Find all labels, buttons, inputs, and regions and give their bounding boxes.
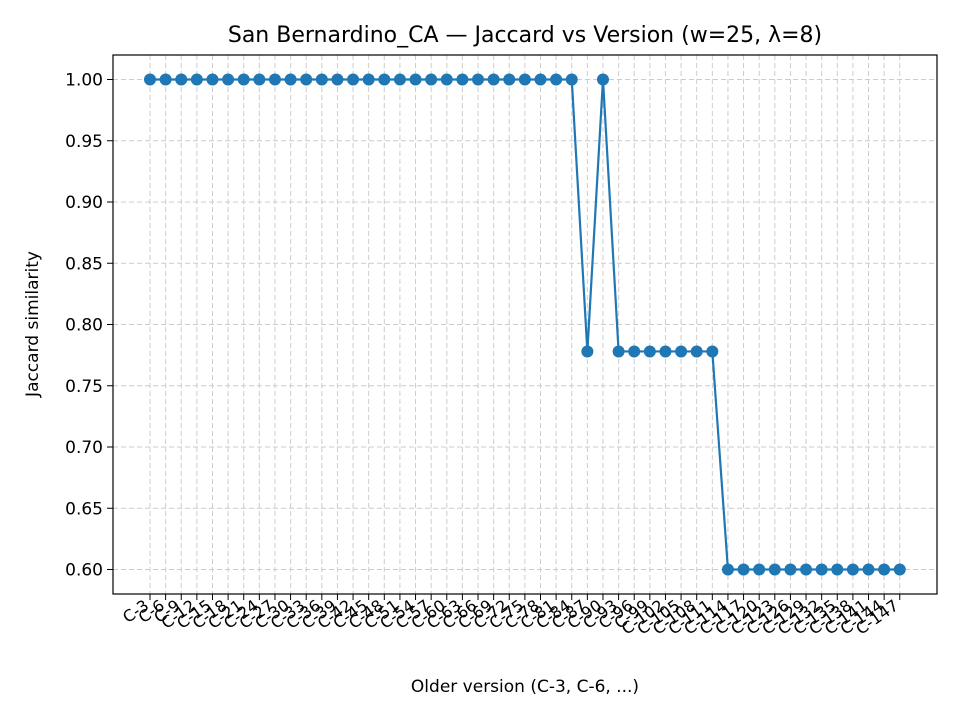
- data-point: [284, 73, 297, 86]
- data-point: [503, 73, 516, 86]
- y-tick-label: 0.65: [65, 499, 103, 519]
- data-point: [628, 345, 641, 358]
- grid-lines: [113, 55, 937, 594]
- data-point: [534, 73, 547, 86]
- data-point: [831, 563, 844, 576]
- data-point: [784, 563, 797, 576]
- data-point: [800, 563, 813, 576]
- y-tick-label: 0.70: [65, 438, 103, 458]
- data-point: [425, 73, 438, 86]
- data-point: [690, 345, 703, 358]
- data-point: [721, 563, 734, 576]
- data-point: [815, 563, 828, 576]
- data-point: [878, 563, 891, 576]
- data-point: [737, 563, 750, 576]
- data-point: [159, 73, 172, 86]
- data-point: [393, 73, 406, 86]
- data-point: [409, 73, 422, 86]
- data-point: [612, 345, 625, 358]
- data-point: [659, 345, 672, 358]
- data-point: [893, 563, 906, 576]
- data-point: [206, 73, 219, 86]
- data-point: [596, 73, 609, 86]
- data-point: [378, 73, 391, 86]
- data-point: [753, 563, 766, 576]
- y-axis: 0.60 0.65 0.70 0.75 0.80 0.85 0.90 0.95 1.00: [65, 71, 113, 581]
- data-point: [846, 563, 859, 576]
- y-tick-label: 0.80: [65, 316, 103, 336]
- x-axis-label: Older version (C-3, C-6, ...): [411, 677, 639, 697]
- data-point: [175, 73, 188, 86]
- data-point: [487, 73, 500, 86]
- data-point: [268, 73, 281, 86]
- series-layer: [144, 73, 906, 576]
- data-point: [550, 73, 563, 86]
- data-point: [862, 563, 875, 576]
- data-point: [362, 73, 375, 86]
- data-point: [675, 345, 688, 358]
- y-tick-label: 0.85: [65, 254, 103, 274]
- data-point: [518, 73, 531, 86]
- data-point: [456, 73, 469, 86]
- data-point: [472, 73, 485, 86]
- data-point: [190, 73, 203, 86]
- data-point: [643, 345, 656, 358]
- chart-title: San Bernardino_CA — Jaccard vs Version (…: [228, 23, 822, 48]
- y-axis-label: Jaccard similarity: [23, 251, 43, 398]
- y-tick-label: 0.95: [65, 132, 103, 152]
- data-point: [706, 345, 719, 358]
- data-point: [347, 73, 360, 86]
- y-tick-label: 1.00: [65, 71, 103, 91]
- data-point: [237, 73, 250, 86]
- data-point: [440, 73, 453, 86]
- y-tick-label: 0.90: [65, 193, 103, 213]
- data-point: [331, 73, 344, 86]
- data-point: [222, 73, 235, 86]
- data-point: [144, 73, 156, 86]
- data-point: [768, 563, 781, 576]
- data-point: [581, 345, 594, 358]
- data-point: [253, 73, 266, 86]
- data-point: [315, 73, 328, 86]
- data-point: [300, 73, 313, 86]
- y-tick-label: 0.60: [65, 561, 103, 581]
- data-point: [565, 73, 578, 86]
- y-tick-label: 0.75: [65, 377, 103, 397]
